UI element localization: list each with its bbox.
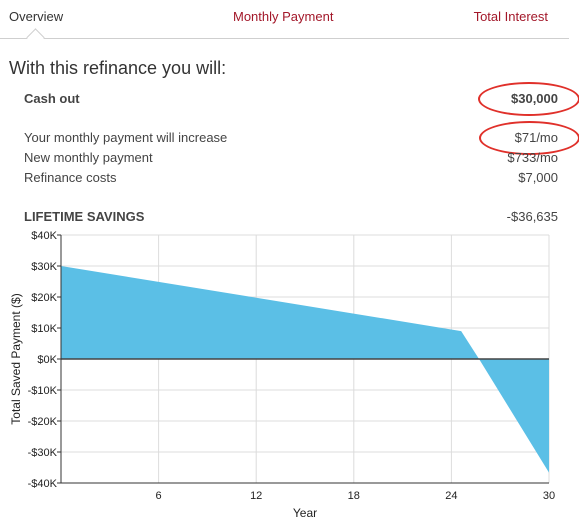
x-tick-label: 24 (445, 490, 457, 502)
new-payment-label: New monthly payment (24, 150, 153, 165)
y-tick-label: -$30K (28, 447, 58, 459)
y-tick-label: -$10K (28, 385, 58, 397)
tab-total-interest[interactable]: Total Interest (473, 9, 548, 24)
x-tick-label: 30 (543, 490, 555, 502)
y-tick-label: $40K (31, 230, 57, 242)
savings-chart: $40K $30K $20K $10K $0K -$10K -$20K -$30K -$40K 6… (9, 230, 555, 520)
x-tick-label: 6 (156, 490, 162, 502)
page-title: With this refinance you will: (9, 58, 227, 78)
tab-overview[interactable]: Overview (9, 9, 64, 24)
x-axis-label: Year (293, 506, 317, 520)
lifetime-savings-label: LIFETIME SAVINGS (24, 209, 145, 224)
x-tick-label: 12 (250, 490, 262, 502)
y-tick-label: $30K (31, 261, 57, 273)
tab-monthly-payment[interactable]: Monthly Payment (233, 9, 334, 24)
cash-out-label: Cash out (24, 91, 80, 106)
tab-bar: Overview Monthly Payment Total Interest (0, 0, 569, 47)
savings-area (61, 266, 549, 473)
y-tick-label: -$20K (28, 416, 58, 428)
refinance-costs-value: $7,000 (518, 170, 558, 185)
lifetime-savings-value: -$36,635 (506, 209, 558, 224)
new-payment-value: $733/mo (507, 150, 558, 165)
active-tab-indicator (26, 28, 45, 47)
y-axis-label: Total Saved Payment ($) (9, 293, 23, 424)
x-tick-label: 18 (348, 490, 360, 502)
y-tick-label: -$40K (28, 478, 58, 490)
payment-increase-label: Your monthly payment will increase (24, 130, 228, 145)
refinance-costs-label: Refinance costs (24, 170, 117, 185)
y-tick-label: $20K (31, 292, 57, 304)
highlight-circle-cash-out (478, 82, 579, 116)
y-tick-label: $0K (37, 354, 57, 366)
y-tick-label: $10K (31, 323, 57, 335)
